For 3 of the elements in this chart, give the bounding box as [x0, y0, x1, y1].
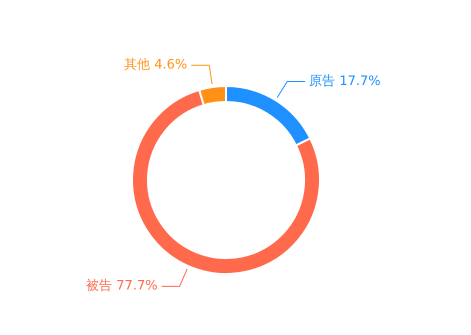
- slice-label: 其他 4.6%: [124, 58, 188, 73]
- slice-label: 被告 77.7%: [86, 278, 158, 294]
- slice-label: 原告 17.7%: [309, 74, 381, 89]
